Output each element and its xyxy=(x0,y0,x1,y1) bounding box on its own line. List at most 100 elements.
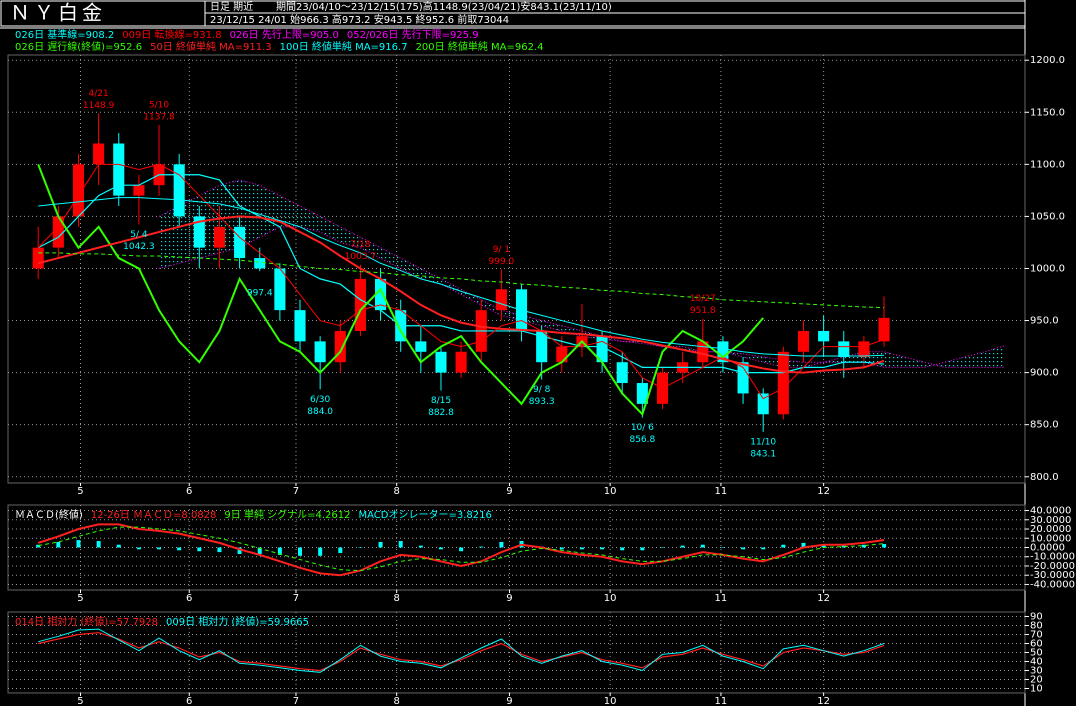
candle-body xyxy=(737,362,749,394)
x-tick-label: 5 xyxy=(77,486,83,497)
x-tick-label: 12 xyxy=(817,593,830,604)
annotation-value: 1003.7 xyxy=(345,252,377,262)
cloud-fill xyxy=(803,362,824,368)
legend-entry: 100日 終値単純 MA=916.7 xyxy=(280,40,408,53)
histogram-bar xyxy=(197,547,202,552)
candle-body xyxy=(797,330,810,352)
histogram-bar xyxy=(298,547,303,556)
candle-body xyxy=(254,258,266,269)
legend-entry: 12-26日 ＭＡＣＤ=8.0828 xyxy=(91,510,217,521)
candle-body xyxy=(777,351,789,415)
x-tick-label: 11 xyxy=(715,593,728,604)
series-line xyxy=(37,523,885,577)
cloud-fill xyxy=(622,341,643,344)
annotation-value: 951.8 xyxy=(690,306,716,316)
x-tick-label: 9 xyxy=(506,486,512,497)
annotation-value: 843.1 xyxy=(750,449,776,459)
period-info: 期間23/04/10～23/12/15(175)高1148.9(23/04/21… xyxy=(276,0,612,13)
histogram-bar xyxy=(882,543,887,548)
cloud-fill xyxy=(400,258,421,279)
candle-body xyxy=(314,341,326,363)
legend-entry: MACDオシレーター=3.8216 xyxy=(359,509,492,521)
histogram-bar xyxy=(318,547,323,556)
annotation-value: 884.0 xyxy=(307,407,333,417)
y-tick-label: 70 xyxy=(1030,630,1043,641)
histogram-bar xyxy=(358,547,363,548)
histogram-bar xyxy=(861,544,866,548)
y-tick-label: 40.0000 xyxy=(1030,506,1071,517)
candle-body xyxy=(556,346,568,363)
legend-entry: 009日 相対力 (終値)=59.9665 xyxy=(166,615,309,628)
annotation-date: 10/27 xyxy=(690,294,716,304)
subtitle: 日足 期近 xyxy=(210,0,253,13)
x-tick-label: 12 xyxy=(817,696,830,706)
legend-entry: 026日 先行上限=905.0 xyxy=(230,28,339,41)
cloud-fill xyxy=(481,299,502,316)
annotation-date: 9/ 8 xyxy=(533,385,551,395)
y-tick-label: 1100.0 xyxy=(1030,159,1065,170)
candle-body xyxy=(213,226,225,248)
x-tick-label: 8 xyxy=(393,486,399,497)
title-box xyxy=(0,0,206,27)
x-tick-label: 8 xyxy=(393,696,399,706)
legend-entry: 026日 遅行線(終値)=952.6 xyxy=(15,40,142,53)
y-tick-label: 1150.0 xyxy=(1030,107,1065,118)
series-line xyxy=(37,163,764,417)
y-tick-label: 1000.0 xyxy=(1030,263,1065,274)
y-tick-label: 50 xyxy=(1030,648,1043,659)
x-tick-label: 10 xyxy=(604,696,617,706)
histogram-bar xyxy=(76,540,81,548)
annotation-date: 7/18 xyxy=(350,240,370,250)
histogram-bar xyxy=(116,544,121,548)
histogram-bar xyxy=(741,547,746,550)
histogram-bar xyxy=(237,547,242,554)
histogram-bar xyxy=(559,547,564,550)
cloud-fill xyxy=(279,195,301,227)
series-line xyxy=(38,628,885,673)
series-line xyxy=(38,197,885,357)
histogram-bar xyxy=(36,544,41,548)
page-title: ＮＹ白金 xyxy=(10,1,106,25)
candle-body xyxy=(697,341,709,363)
candle-body xyxy=(193,216,205,248)
candle-body xyxy=(32,247,44,269)
histogram-bar xyxy=(499,541,504,548)
x-tick-label: 5 xyxy=(77,593,83,604)
histogram-bar xyxy=(821,544,826,548)
candle-body xyxy=(455,351,467,373)
y-tick-label: -10.0000 xyxy=(1030,552,1075,563)
candle-body xyxy=(818,330,830,342)
histogram-bar xyxy=(841,545,846,548)
annotation-value: 999.0 xyxy=(489,257,515,267)
x-tick-label: 11 xyxy=(715,696,728,706)
candle-body xyxy=(52,216,64,248)
candle-body xyxy=(717,341,729,363)
x-tick-label: 9 xyxy=(506,696,512,706)
x-tick-label: 7 xyxy=(293,696,299,706)
cloud-fill xyxy=(884,351,905,368)
series-line xyxy=(38,252,885,309)
series-line xyxy=(38,526,885,572)
candle-body xyxy=(375,278,387,311)
histogram-bar xyxy=(438,547,443,550)
candle-body xyxy=(435,351,447,373)
x-tick-label: 10 xyxy=(604,593,617,604)
candle-body xyxy=(596,336,608,363)
y-tick-label: 20.0000 xyxy=(1030,524,1071,535)
histogram-bar xyxy=(720,547,725,548)
histogram-bar xyxy=(801,542,806,548)
annotation-date: 8/15 xyxy=(431,396,451,406)
panel-title: ＭＡＣＤ(終値) xyxy=(15,508,83,521)
cloud-fill xyxy=(984,345,1005,368)
legend-entry: 026日 基準線=908.2 xyxy=(15,28,114,41)
cloud-fill xyxy=(541,320,562,331)
legend-entry: 014日 相対力 (終値)=57.7928 xyxy=(15,615,158,628)
candle-body xyxy=(616,362,628,384)
candle-body xyxy=(234,226,246,259)
cloud-fill xyxy=(340,226,361,248)
candle-body xyxy=(636,383,648,404)
y-tick-label: 40 xyxy=(1030,657,1043,668)
histogram-bar xyxy=(378,541,383,548)
